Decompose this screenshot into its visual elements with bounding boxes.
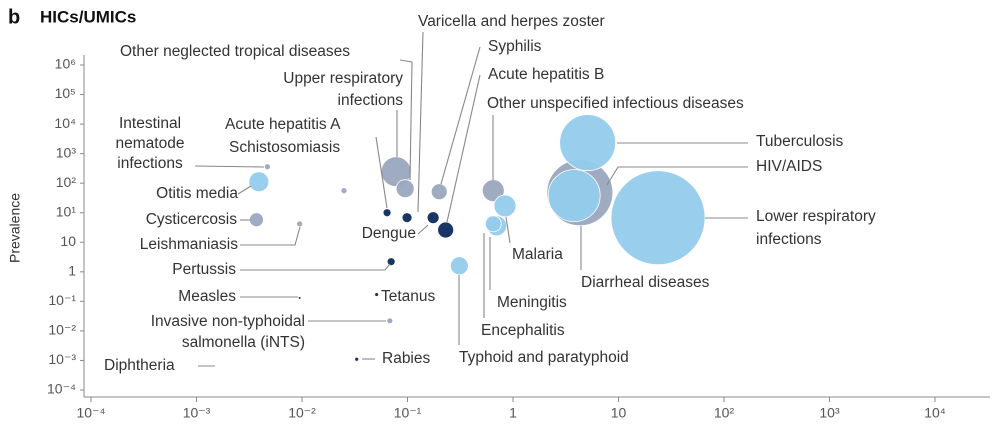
- point-label: Pertussis: [172, 261, 236, 278]
- bubble: [449, 256, 469, 276]
- y-tick-label: 10⁶: [55, 56, 76, 72]
- point-label: Malaria: [512, 246, 563, 263]
- point-label: Otitis media: [156, 185, 238, 202]
- point-label: Tuberculosis: [756, 133, 844, 150]
- panel-letter: b: [8, 6, 20, 28]
- annotation: Diphtheria: [104, 357, 175, 374]
- point-label: HIV/AIDS: [756, 158, 822, 175]
- x-tick-label: 10²: [714, 405, 735, 421]
- bubble: [547, 169, 601, 222]
- bubble: [395, 179, 415, 199]
- bubble: [249, 212, 264, 228]
- bubble: [386, 317, 394, 325]
- leader-line: [237, 185, 252, 195]
- leader-line: [505, 216, 511, 244]
- y-tick-label: 1: [68, 263, 76, 279]
- bubble: [437, 221, 455, 239]
- bubble: [430, 183, 448, 201]
- bubble: [610, 170, 706, 266]
- y-tick-label: 10⁻²: [48, 322, 76, 338]
- bubble: [248, 171, 270, 193]
- point-label: Measles: [178, 288, 236, 305]
- y-tick-label: 10: [60, 233, 76, 249]
- point-label: Other neglected tropical diseases: [120, 43, 350, 60]
- y-tick-label: 10⁴: [54, 115, 76, 131]
- bubble: [484, 215, 502, 233]
- leader-line: [417, 31, 424, 213]
- leader-line: [399, 59, 413, 181]
- point-label: infections: [756, 231, 822, 248]
- leader-line: [240, 226, 301, 246]
- bubble: [264, 163, 271, 171]
- point-label: Other unspecified infectious diseases: [487, 95, 744, 112]
- y-tick-label: 10⁻⁴: [47, 381, 76, 397]
- point-label: Intestinal: [119, 115, 181, 132]
- bubble: [426, 211, 440, 225]
- point-label: infections: [338, 92, 404, 109]
- point-label: Syphilis: [488, 38, 542, 55]
- point-label: Varicella and herpes zoster: [418, 13, 605, 30]
- chart-title: HICs/UMICs: [40, 7, 136, 26]
- leader-line: [417, 224, 429, 235]
- y-tick-label: 10⁵: [55, 85, 76, 101]
- point-label: Rabies: [382, 350, 430, 367]
- point-label: Encephalitis: [481, 322, 565, 339]
- y-tick-label: 10¹: [56, 203, 77, 219]
- bubble: [354, 356, 360, 362]
- y-tick-label: 10²: [56, 174, 77, 190]
- y-tick-label: 10⁻¹: [48, 292, 76, 308]
- x-tick-label: 10⁻²: [288, 405, 316, 421]
- point-label: Invasive non-typhoidal: [151, 313, 305, 330]
- x-tick-label: 10⁻³: [183, 405, 211, 421]
- bubble: [559, 114, 617, 172]
- x-tick-label: 10³: [819, 405, 840, 421]
- x-tick-label: 10⁻⁴: [77, 405, 106, 421]
- point-label: nematode: [116, 135, 185, 152]
- bubble: [374, 292, 380, 297]
- leader-line: [446, 74, 481, 223]
- x-tick-label: 1: [509, 405, 517, 421]
- point-label: Leishmaniasis: [140, 236, 238, 253]
- leader-line: [375, 136, 388, 209]
- point-label: Tetanus: [381, 288, 436, 305]
- point-label: Typhoid and paratyphoid: [459, 349, 629, 366]
- bubble: [401, 212, 413, 224]
- x-tick-label: 10: [611, 405, 627, 421]
- bubble: [382, 208, 392, 218]
- y-tick-label: 10⁻³: [48, 351, 76, 367]
- y-axis-label: Prevalence: [7, 193, 23, 263]
- bubble: [493, 194, 517, 218]
- point-label: Dengue: [362, 225, 416, 242]
- leader-line: [240, 263, 391, 271]
- point-label: Acute hepatitis B: [488, 66, 604, 83]
- bubble: [297, 296, 302, 300]
- point-label: Schistosomiasis: [229, 139, 340, 156]
- point-label: Upper respiratory: [283, 70, 403, 87]
- point-label: Meningitis: [497, 294, 567, 311]
- point-label: Diarrheal diseases: [581, 274, 710, 291]
- point-label: Lower respiratory: [756, 208, 876, 225]
- bubble: [340, 187, 348, 195]
- leader-line: [606, 166, 748, 186]
- point-label: infections: [117, 155, 183, 172]
- point-label: salmonella (iNTS): [182, 334, 305, 351]
- point-label: Cysticercosis: [146, 211, 238, 228]
- bubble: [296, 220, 304, 228]
- point-label: Acute hepatitis A: [225, 116, 341, 133]
- x-tick-label: 10⁴: [924, 405, 946, 421]
- y-tick-label: 10³: [56, 144, 77, 160]
- x-tick-label: 10⁻¹: [394, 405, 422, 421]
- leader-line: [194, 165, 265, 168]
- bubble: [386, 257, 396, 267]
- leader-line: [440, 46, 481, 185]
